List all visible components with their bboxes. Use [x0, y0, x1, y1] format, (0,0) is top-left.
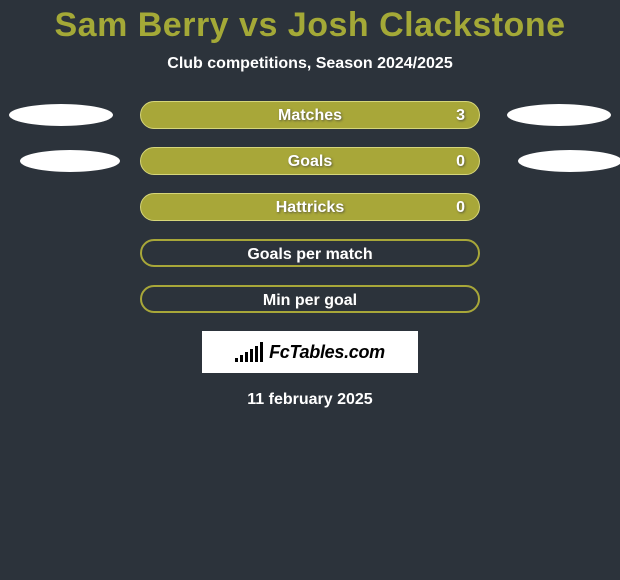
brand-logo[interactable]: FcTables.com: [202, 331, 418, 373]
player-right-marker: [507, 104, 611, 126]
stat-row: Min per goal: [0, 285, 620, 313]
page-title: Sam Berry vs Josh Clackstone: [0, 0, 620, 45]
stat-row: Goals per match: [0, 239, 620, 267]
stat-label: Matches: [141, 102, 479, 130]
stat-row: Matches3: [0, 101, 620, 129]
logo-bar-segment: [245, 352, 248, 362]
logo-text: FcTables.com: [269, 342, 385, 363]
stat-bar: Min per goal: [140, 285, 480, 313]
stat-row: Hattricks0: [0, 193, 620, 221]
player-left-marker: [9, 104, 113, 126]
logo-bar-segment: [260, 342, 263, 362]
stat-label: Goals per match: [142, 241, 478, 269]
stat-label: Goals: [141, 148, 479, 176]
stat-label: Min per goal: [142, 287, 478, 315]
stat-value: 3: [456, 102, 465, 130]
stat-value: 0: [456, 194, 465, 222]
stat-rows: Matches3Goals0Hattricks0Goals per matchM…: [0, 101, 620, 313]
season-subtitle: Club competitions, Season 2024/2025: [0, 55, 620, 73]
logo-bar-segment: [250, 349, 253, 362]
player-right-marker: [518, 150, 620, 172]
stat-bar: Goals per match: [140, 239, 480, 267]
logo-bars-icon: [235, 342, 263, 362]
logo-bar-segment: [235, 358, 238, 362]
logo-bar-segment: [255, 346, 258, 362]
player-left-marker: [20, 150, 120, 172]
stat-bar: Goals0: [140, 147, 480, 175]
comparison-widget: Sam Berry vs Josh Clackstone Club compet…: [0, 0, 620, 580]
logo-bar-segment: [240, 355, 243, 362]
stat-label: Hattricks: [141, 194, 479, 222]
stat-row: Goals0: [0, 147, 620, 175]
stat-bar: Hattricks0: [140, 193, 480, 221]
stat-value: 0: [456, 148, 465, 176]
stat-bar: Matches3: [140, 101, 480, 129]
update-date: 11 february 2025: [0, 391, 620, 409]
